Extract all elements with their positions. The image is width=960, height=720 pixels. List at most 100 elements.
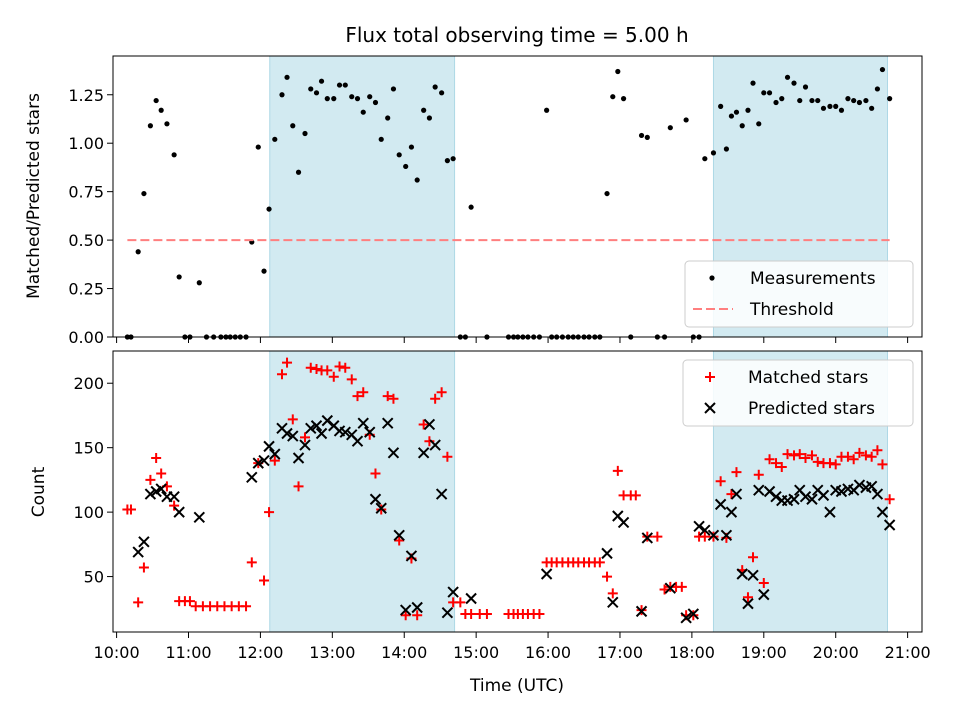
count-matched-point	[346, 374, 357, 385]
ratio-point	[354, 96, 361, 102]
count-legend-label: Predicted stars	[748, 399, 875, 419]
ratio-point	[750, 80, 756, 86]
count-x-tick-label: 13:00	[309, 643, 355, 662]
count-y-tick-label: 50	[84, 568, 104, 587]
count-x-tick-label: 18:00	[669, 643, 715, 662]
ratio-legend: Measurements Threshold	[684, 260, 914, 328]
count-predicted-point	[168, 490, 180, 503]
ratio-point	[171, 152, 177, 158]
count-matched-point	[715, 476, 726, 487]
ratio-point	[827, 103, 833, 109]
count-matched-point	[382, 391, 393, 402]
count-matched-point	[276, 369, 287, 380]
count-predicted-point	[351, 435, 364, 447]
ratio-point	[414, 177, 420, 183]
ratio-point	[261, 268, 267, 274]
count-matched-point	[812, 456, 823, 467]
count-predicted-point	[447, 586, 459, 598]
count-matched-point	[776, 462, 787, 473]
count-matched-point	[300, 432, 311, 443]
count-matched-point	[699, 531, 710, 542]
ratio-point	[147, 123, 153, 129]
ratio-point	[879, 66, 886, 73]
count-predicted-point	[799, 490, 812, 503]
ratio-point	[336, 82, 343, 88]
count-matched-point	[866, 451, 877, 462]
count-x-tick-label: 21:00	[885, 643, 931, 662]
count-matched-point	[630, 490, 641, 501]
count-matched-point	[269, 455, 280, 466]
count-legend-box	[682, 359, 914, 427]
ratio-point	[331, 96, 337, 102]
count-predicted-point	[381, 417, 394, 429]
count-predicted-point	[405, 550, 418, 562]
count-predicted-point	[824, 506, 836, 518]
count-predicted-point	[835, 485, 848, 498]
count-matched-point	[282, 357, 293, 368]
ratio-y-tick-label: 0.50	[68, 231, 104, 250]
count-y-tick-label: 100	[73, 503, 104, 522]
count-legend-x-swatch	[704, 402, 716, 414]
ratio-point	[360, 109, 366, 115]
ratio-point	[403, 163, 409, 170]
count-predicted-point	[753, 484, 765, 496]
count-x-tick-label: 11:00	[165, 643, 211, 662]
count-predicted-point	[263, 440, 275, 453]
chart-title: Flux total observing time = 5.00 h	[345, 23, 688, 47]
count-predicted-point	[387, 447, 400, 459]
count-predicted-point	[876, 506, 889, 518]
count-predicted-point	[299, 439, 311, 451]
count-matched-point	[481, 608, 492, 619]
count-matched-point	[731, 467, 742, 478]
ratio-y-tick-label: 1.00	[68, 134, 104, 153]
count-predicted-point	[310, 420, 323, 432]
count-predicted-point	[736, 568, 748, 580]
ratio-point	[802, 84, 809, 90]
ratio-point	[756, 121, 762, 127]
count-predicted-point	[617, 516, 630, 529]
ratio-legend-label: Threshold	[749, 300, 834, 320]
count-predicted-point	[144, 488, 157, 500]
ratio-point	[421, 107, 427, 113]
ratio-y-tick-label: 0.00	[68, 328, 104, 347]
ratio-point	[667, 125, 673, 131]
count-matched-point	[184, 596, 195, 607]
ratio-point	[851, 97, 857, 104]
ratio-point	[766, 90, 773, 96]
ratio-point	[845, 96, 851, 102]
ratio-shaded-span-1	[269, 55, 456, 338]
count-predicted-point	[883, 519, 896, 531]
count-predicted-point	[742, 597, 754, 610]
ratio-point	[324, 96, 330, 102]
ratio-point	[308, 86, 314, 92]
count-predicted-point	[770, 490, 782, 503]
count-predicted-point	[806, 493, 818, 505]
count-matched-point	[726, 489, 737, 500]
count-matched-point	[125, 504, 136, 515]
count-matched-point	[138, 562, 149, 573]
count-predicted-point	[252, 457, 264, 469]
count-y-tick-label: 150	[73, 439, 104, 458]
ratio-point	[158, 107, 164, 113]
count-predicted-point	[417, 447, 430, 459]
count-matched-point	[884, 494, 895, 505]
ratio-point	[135, 249, 141, 255]
count-matched-point	[782, 449, 793, 460]
ratio-point	[295, 169, 302, 175]
ratio-point	[439, 90, 445, 96]
ratio-point	[290, 123, 296, 129]
ratio-y-tick-label: 1.25	[68, 86, 104, 105]
count-matched-point	[311, 364, 322, 375]
ratio-point	[604, 190, 610, 197]
count-legend: Matched stars Predicted stars	[682, 359, 914, 427]
count-predicted-point	[758, 588, 770, 601]
ratio-point	[544, 107, 550, 113]
ratio-point	[815, 97, 821, 104]
ratio-point	[279, 92, 285, 98]
count-predicted-point	[725, 506, 738, 518]
ratio-point	[342, 82, 348, 88]
ratio-point	[615, 68, 621, 75]
ratio-point	[196, 280, 202, 286]
ratio-point	[164, 121, 170, 127]
ratio-y-axis-label: Matched/Predicted stars	[24, 93, 44, 299]
